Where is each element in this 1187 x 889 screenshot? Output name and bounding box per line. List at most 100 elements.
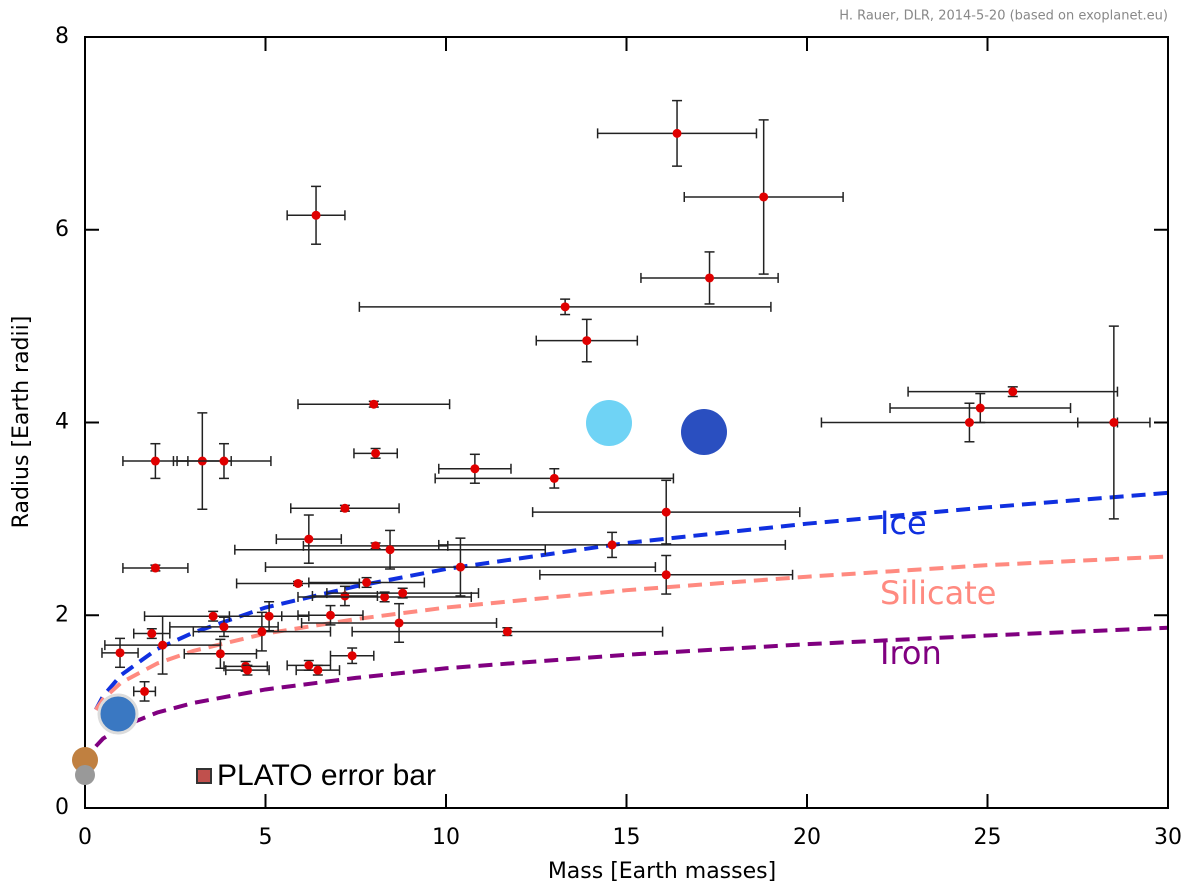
error-bar <box>820 402 1119 443</box>
error-bar <box>531 479 801 545</box>
error-bar <box>104 615 222 675</box>
credit: H. Rauer, DLR, 2014-5-20 (based on exopl… <box>839 9 1168 24</box>
data-point <box>150 456 160 466</box>
venus-icon <box>72 747 98 773</box>
data-point <box>340 503 350 513</box>
error-bar <box>353 447 399 459</box>
y-tick-label: 4 <box>55 410 69 435</box>
earth-icon <box>97 693 139 735</box>
error-bar <box>132 627 171 640</box>
data-point <box>975 403 985 413</box>
error-bar <box>183 638 258 670</box>
data-point <box>158 640 168 650</box>
plot-area: 0 5 10 15 20 25 30 0 2 4 6 8 Ice Silicate Iron <box>55 24 1182 850</box>
y-tick-label: 6 <box>55 217 69 242</box>
error-bar <box>290 503 400 514</box>
error-bar <box>176 442 272 480</box>
error-bar <box>434 468 675 489</box>
data-point <box>661 570 671 580</box>
error-bar <box>122 563 189 574</box>
error-bar <box>596 99 758 167</box>
error-bar <box>907 386 1119 398</box>
error-bar <box>264 537 657 597</box>
data-point <box>208 611 218 621</box>
x-tick-label: 20 <box>793 825 821 850</box>
data-point <box>369 399 379 409</box>
x-tick-label: 25 <box>974 825 1002 850</box>
error-bar <box>329 647 375 665</box>
error-bar <box>225 664 270 676</box>
x-tick-label: 10 <box>432 825 460 850</box>
error-bar <box>438 531 787 559</box>
error-bar <box>192 611 332 652</box>
error-bar <box>300 602 498 643</box>
error-bar <box>683 119 844 275</box>
data-point <box>293 578 303 588</box>
data-point <box>313 665 323 675</box>
x-tick-label: 30 <box>1154 825 1182 850</box>
data-point <box>347 651 357 661</box>
y-tick-label: 2 <box>55 602 69 627</box>
error-bar <box>535 318 639 363</box>
data-point <box>242 665 252 675</box>
data-point <box>398 588 408 598</box>
error-bar <box>640 251 779 305</box>
data-point <box>115 648 125 658</box>
error-bar <box>286 185 346 245</box>
error-bar <box>101 637 139 669</box>
x-tick-label: 0 <box>78 825 92 850</box>
data-point <box>362 577 372 587</box>
data-point <box>371 541 381 551</box>
data-point <box>304 534 314 544</box>
mercury-icon <box>75 765 95 785</box>
data-point <box>219 622 229 632</box>
error-bar <box>1077 325 1151 520</box>
data-point <box>257 627 267 637</box>
data-point <box>1008 387 1018 397</box>
data-point <box>311 210 321 220</box>
error-bar <box>351 626 664 637</box>
data-point <box>371 448 381 458</box>
data-point <box>385 545 395 555</box>
error-bar <box>235 578 361 589</box>
data-point <box>219 456 229 466</box>
error-bar <box>132 680 157 702</box>
data-point <box>672 128 682 138</box>
data-point <box>502 627 512 637</box>
error-bar <box>286 659 332 671</box>
data-point <box>380 592 390 602</box>
data-point <box>582 336 592 346</box>
data-point <box>759 192 769 202</box>
data-point <box>140 686 150 696</box>
error-bar <box>295 664 341 676</box>
data-point <box>560 302 570 312</box>
error-bar <box>358 298 772 316</box>
x-tick-label: 5 <box>259 825 273 850</box>
error-bar <box>297 604 364 626</box>
data-point <box>147 629 157 639</box>
model-curve <box>94 554 1169 711</box>
data-point <box>607 540 617 550</box>
curve-label: Silicate <box>880 574 996 612</box>
data-point <box>325 610 335 620</box>
data-point <box>705 273 715 283</box>
data-point <box>549 473 559 483</box>
data-point <box>455 562 465 572</box>
data-point <box>264 611 274 621</box>
model-curve <box>94 490 1169 711</box>
data-point <box>1109 418 1119 427</box>
error-bar <box>889 392 1072 424</box>
legend-swatch <box>196 768 212 784</box>
error-bar <box>169 616 279 638</box>
data-point <box>661 507 671 517</box>
data-point <box>470 464 480 474</box>
plot-frame <box>84 36 1169 809</box>
x-tick-label: 15 <box>613 825 641 850</box>
data-point <box>215 649 225 659</box>
error-bar <box>308 576 426 589</box>
error-bar <box>234 529 547 570</box>
model-curve <box>94 625 1169 748</box>
data-point <box>304 660 314 670</box>
error-bar <box>539 554 794 595</box>
